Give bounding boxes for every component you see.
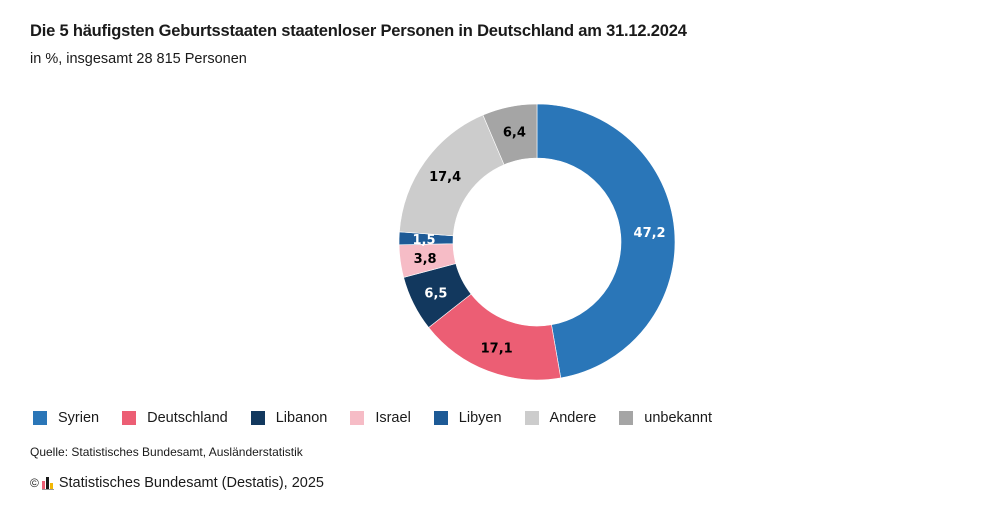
- data-label-andere: 17,4: [429, 170, 461, 185]
- donut-slice-syrien[interactable]: [536, 103, 676, 379]
- donut-slice-unbekannt[interactable]: [482, 103, 538, 166]
- legend-swatch: [350, 411, 365, 425]
- chart-subtitle: in %, insgesamt 28 815 Personen: [30, 51, 247, 67]
- source-note: Quelle: Statistisches Bundesamt, Ausländ…: [30, 445, 303, 459]
- legend-swatch: [433, 411, 448, 425]
- legend-swatch: [524, 411, 539, 425]
- copyright-line: © Statistisches Bundesamt (Destatis), 20…: [30, 475, 324, 491]
- legend-label: Syrien: [58, 410, 100, 426]
- chart-legend: Syrien Deutschland Libanon Israel Libyen Ande…: [33, 410, 735, 426]
- legend-label: Israel: [375, 410, 411, 426]
- legend-item-libyen[interactable]: Libyen: [433, 410, 502, 426]
- legend-item-deutschland[interactable]: Deutschland: [122, 410, 228, 426]
- data-label-unbekannt: 6,4: [503, 125, 526, 140]
- legend-item-andere[interactable]: Andere: [524, 410, 597, 426]
- legend-item-libanon[interactable]: Libanon: [250, 410, 328, 426]
- legend-swatch: [619, 411, 634, 425]
- destatis-logo-icon: [41, 476, 54, 490]
- data-label-libanon: 6,5: [424, 287, 447, 302]
- legend-item-unbekannt[interactable]: unbekannt: [619, 410, 712, 426]
- data-label-libyen: 1,5: [413, 233, 436, 248]
- legend-label: Libanon: [275, 410, 328, 426]
- legend-label: Libyen: [458, 410, 502, 426]
- legend-swatch: [250, 411, 265, 425]
- data-label-syrien: 47,2: [634, 226, 666, 241]
- copyright-symbol: ©: [30, 476, 39, 490]
- data-label-deutschland: 17,1: [481, 342, 513, 357]
- copyright-text: Statistisches Bundesamt (Destatis), 2025: [58, 475, 324, 491]
- legend-swatch: [33, 411, 47, 425]
- legend-label: Deutschland: [147, 410, 228, 426]
- chart-title: Die 5 häufigsten Geburtsstaaten staatenl…: [30, 22, 687, 40]
- legend-item-israel[interactable]: Israel: [350, 410, 411, 426]
- data-label-israel: 3,8: [414, 252, 437, 267]
- legend-label: Andere: [549, 410, 597, 426]
- legend-item-syrien[interactable]: Syrien: [33, 410, 99, 426]
- legend-swatch: [122, 411, 137, 425]
- legend-label: unbekannt: [644, 410, 713, 426]
